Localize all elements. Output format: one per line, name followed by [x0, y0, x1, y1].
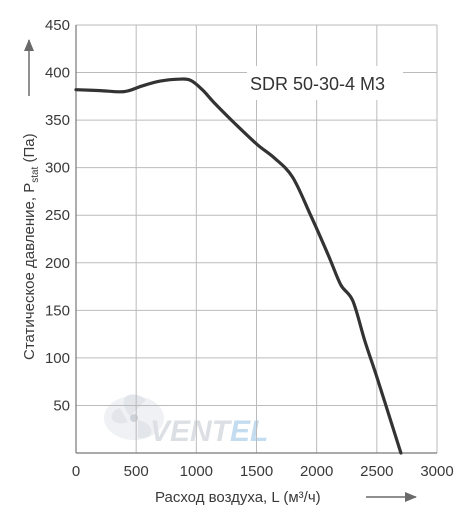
- grid: [76, 24, 438, 453]
- x-tick-label: 1500: [240, 463, 273, 480]
- watermark-text-vent: VENT: [150, 415, 233, 448]
- ventel-watermark: VENTEL: [104, 394, 268, 448]
- x-tick-label: 3000: [420, 463, 453, 480]
- x-tick-label: 1000: [180, 463, 213, 480]
- y-tick-label: 350: [45, 112, 70, 129]
- y-tick-label: 450: [45, 17, 70, 34]
- y-tick-label: 50: [53, 397, 70, 414]
- y-tick-label: 300: [45, 160, 70, 177]
- fan-logo-icon: [104, 394, 164, 440]
- y-tick-labels: 50 100 150 200 250 300 350 400 450: [45, 17, 70, 414]
- y-tick-label: 200: [45, 255, 70, 272]
- y-axis-title-main: Статическое давление, P: [21, 183, 38, 360]
- x-tick-label: 500: [124, 463, 149, 480]
- watermark-text-el: EL: [230, 415, 268, 448]
- model-annotation: SDR 50-30-4 M3: [250, 74, 385, 94]
- x-tick-label: 2000: [300, 463, 333, 480]
- x-tick-labels: 0 500 1000 1500 2000 2500 3000: [72, 463, 454, 480]
- x-tick-label: 2500: [360, 463, 393, 480]
- annotation-box: [247, 66, 403, 100]
- y-axis-title-sub: stat: [30, 166, 41, 182]
- y-axis-title-unit: (Па): [21, 133, 38, 166]
- y-tick-label: 150: [45, 302, 70, 319]
- x-axis-title: Расход воздуха, L (м³/ч): [155, 489, 321, 506]
- svg-text:VENTEL: VENTEL: [150, 415, 268, 448]
- series-line: [74, 77, 403, 455]
- y-tick-label: 250: [45, 207, 70, 224]
- y-tick-label: 400: [45, 65, 70, 82]
- y-axis-title: Статическое давление, Pstat (Па): [21, 133, 41, 360]
- x-tick-label: 0: [72, 463, 80, 480]
- y-tick-label: 100: [45, 350, 70, 367]
